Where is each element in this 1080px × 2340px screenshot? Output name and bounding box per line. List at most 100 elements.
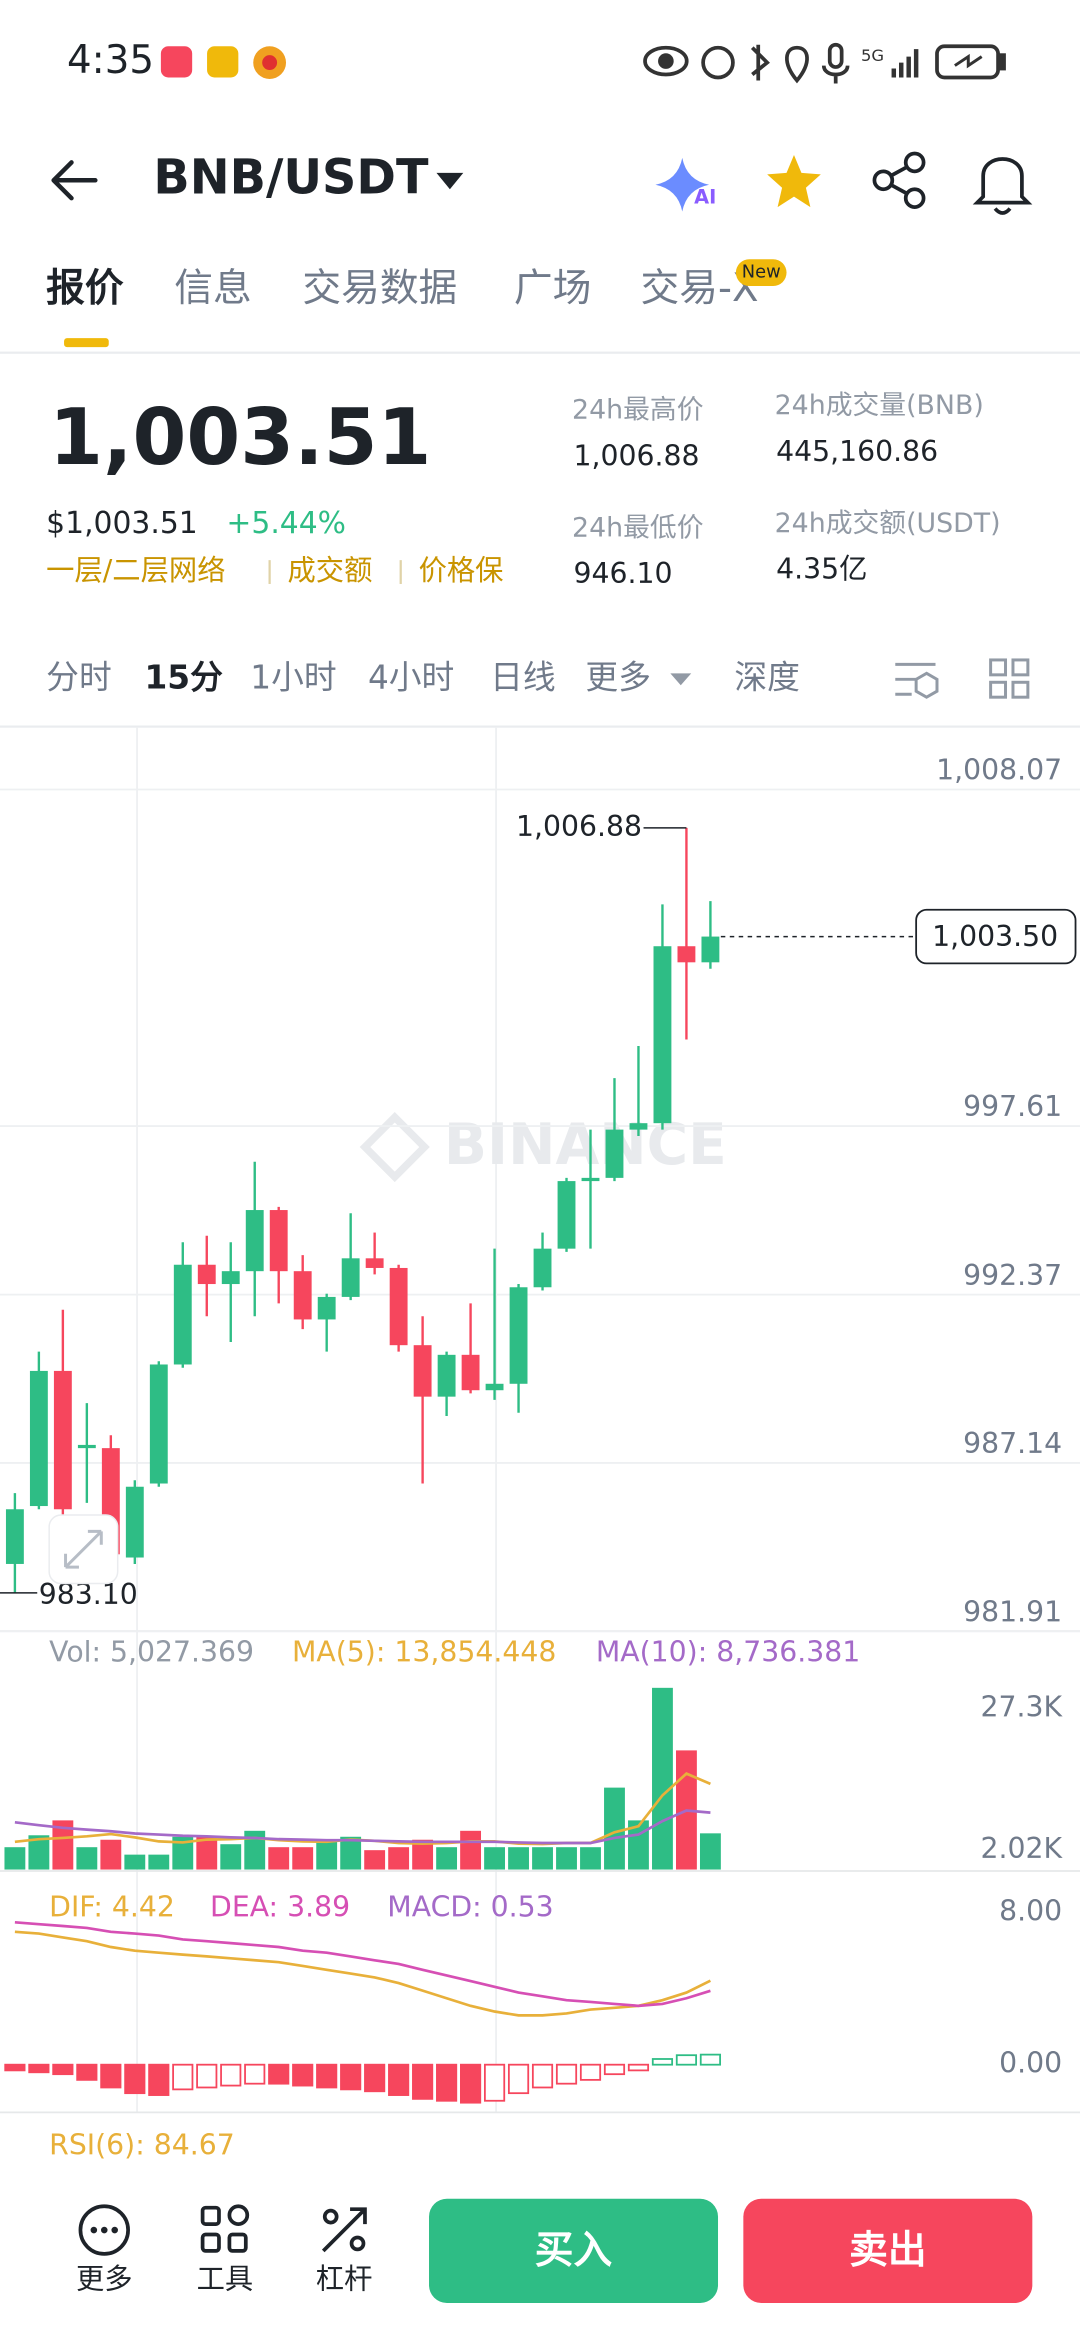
dea-line [14,1920,711,2008]
pair-title[interactable]: BNB/USDT [153,150,429,205]
timeframe[interactable]: 1小时 [250,658,336,696]
plot: 981.91 987.14 992.37 997.61 1,008.07 1,006.88… [0,754,1080,2104]
badge [735,259,787,287]
layout-toggle[interactable] [989,658,1030,699]
macd-bar [76,2063,98,2081]
macd-bar [100,2063,122,2089]
y-tick-label: 2.02K [981,1832,1064,1865]
y-tick-label: 981.91 [963,1595,1062,1628]
share-button[interactable] [872,151,926,209]
tag[interactable]: 价格保 [419,554,504,587]
macd-bar [4,2063,26,2072]
timeframe[interactable]: 15分 [144,658,223,696]
volume-bar [316,1841,338,1870]
volume-bar [484,1847,505,1870]
candle-body [461,1354,480,1391]
ai-button[interactable]: AI [655,157,716,212]
expand-button[interactable] [48,1514,119,1585]
buy-button[interactable] [429,2198,719,2304]
tag[interactable]: 成交额 [288,554,373,587]
y-tick-label: 987.14 [963,1427,1062,1460]
macd-bar [699,2053,721,2066]
stat-value: 1,006.88 [574,439,700,472]
indicator-legend: DEA: 3.89 [210,1890,350,1923]
last-price-box [915,908,1077,965]
alert-button[interactable] [972,157,1033,215]
macd-bar [603,2063,626,2076]
stat-label: 24h最低价 [572,512,703,543]
macd-bar [196,2063,218,2089]
indicator-legend: MA(5): 13,854.448 [292,1636,556,1669]
timeframe[interactable]: 更多 [585,658,651,696]
indicator-settings[interactable] [895,662,939,699]
macd-bar [124,2063,146,2095]
stats: 24h最高价 1,006.88 24h最低价 946.10 24h成交量(BNB) 445… [572,390,1001,590]
usd-price: $1,003.51 [46,506,198,541]
last-price-label: 1,003.50 [932,920,1058,953]
sell-label[interactable]: 卖出 [849,2228,926,2273]
watermark-logo [359,1111,430,1183]
tab[interactable]: 报价 [46,266,124,311]
candle-body [245,1210,264,1272]
indicator-legend: MACD: 0.53 [387,1890,553,1923]
timeframe[interactable]: 分时 [46,658,112,696]
candle-body [149,1364,168,1484]
action-label[interactable]: 更多 [76,2263,133,2296]
macd-bar [28,2063,50,2074]
back-button[interactable] [51,160,98,201]
candle-body [605,1129,624,1178]
macd-bar [316,2063,338,2089]
timeframe[interactable]: 日线 [490,658,556,696]
candle-body [5,1509,24,1564]
action-label[interactable]: 杠杆 [316,2263,373,2296]
pair-dropdown[interactable] [436,172,464,190]
volume-bar [556,1847,577,1870]
leverage-icon[interactable] [321,2207,367,2253]
candle-body [485,1383,504,1391]
macd-bar [244,2063,266,2085]
stat-label: 24h成交额(USDT) [775,508,1001,539]
more-icon[interactable] [78,2204,130,2256]
macd-bar [460,2063,482,2104]
tag[interactable]: 一层/二层网络 [46,554,225,587]
candle-body [413,1345,432,1397]
macd-bar [220,2063,242,2087]
volume-bar [76,1847,98,1870]
candle-body [389,1267,408,1346]
volume-bar [172,1836,194,1870]
favorite-button[interactable] [767,154,821,208]
dif-line [14,1930,712,2017]
last-price: 1,003.51 [49,393,431,483]
status-icons-left [160,46,287,79]
divider [0,725,1080,728]
y-tick-label: 27.3K [981,1691,1064,1724]
macd-bar [436,2063,458,2102]
volume-bar [196,1836,218,1870]
tab-indicator [64,338,109,348]
y-tick-label: 1,008.07 [936,754,1062,787]
tab[interactable]: 广场 [514,266,591,311]
buy-label[interactable]: 买入 [535,2228,613,2273]
more-dropdown[interactable] [670,673,692,686]
tab[interactable]: 交易数据 [302,266,457,311]
timeframe[interactable]: 4小时 [368,658,454,696]
action-label[interactable]: 工具 [197,2263,254,2296]
candle-body [581,1177,600,1182]
volume-bar [340,1836,362,1870]
stat-value: 946.10 [574,557,673,590]
y-tick-label: 0.00 [999,2047,1062,2080]
macd-bar [651,2058,674,2066]
action-list: 更多 工具 杠杆 [76,2263,372,2296]
tab[interactable]: 信息 [174,266,251,311]
macd-bar [507,2063,530,2095]
timeframe-bar: 分时 15分 1小时 4小时 日线 更多 深度 [46,658,800,696]
sell-button[interactable] [743,2198,1033,2304]
tools-icon[interactable] [200,2204,250,2253]
stat-value: 445,160.86 [776,435,938,468]
timeframe[interactable]: 深度 [734,658,800,696]
volume-bar [292,1847,314,1870]
volume-bar [220,1844,242,1870]
